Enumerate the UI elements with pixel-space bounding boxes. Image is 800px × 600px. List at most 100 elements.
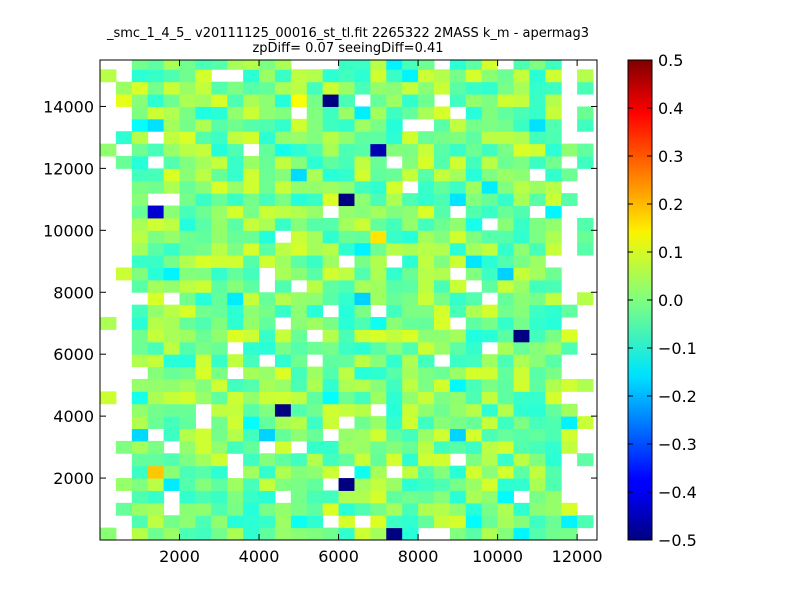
heatmap-cell [306, 180, 324, 194]
heatmap-cell [131, 428, 149, 442]
heatmap-cell [290, 329, 308, 343]
heatmap-cell [195, 453, 212, 467]
heatmap-cell [100, 69, 117, 83]
heatmap-cell [131, 329, 149, 343]
heatmap-cell [433, 428, 451, 442]
heatmap-cell [306, 440, 324, 454]
heatmap-cell [163, 317, 181, 330]
heatmap-cell [179, 118, 196, 132]
heatmap-cell [481, 366, 499, 380]
heatmap-cell [433, 490, 451, 504]
heatmap-cell [211, 527, 228, 540]
heatmap-cell [211, 267, 228, 281]
heatmap-cell [100, 143, 117, 157]
heatmap-cell [418, 366, 435, 380]
heatmap-cell [211, 106, 228, 120]
heatmap-cell [147, 502, 165, 516]
heatmap-cell [290, 515, 308, 529]
heatmap-cell [131, 317, 149, 330]
heatmap-cell [370, 156, 387, 169]
heatmap-cell [354, 317, 371, 330]
heatmap-cell [465, 180, 483, 194]
heatmap-cell [227, 490, 244, 504]
heatmap-cell [211, 478, 228, 491]
heatmap-cell [147, 341, 165, 355]
heatmap-cell [354, 453, 371, 467]
heatmap-cell [449, 304, 467, 318]
heatmap-cell [545, 378, 562, 392]
heatmap-cell [370, 453, 387, 467]
heatmap-cell [259, 366, 276, 380]
heatmap-cell [545, 180, 562, 194]
heatmap-cell [529, 60, 546, 70]
heatmap-cell [115, 131, 133, 145]
x-tick-label: 12000 [552, 547, 603, 566]
heatmap-cell [386, 403, 403, 417]
heatmap-cell [243, 156, 260, 169]
heatmap-cell [227, 279, 244, 293]
heatmap-cell [211, 502, 228, 516]
heatmap-cell [163, 279, 181, 293]
heatmap-cell [227, 118, 244, 132]
heatmap-cell [322, 156, 340, 169]
heatmap-cell [290, 217, 308, 231]
heatmap-cell [179, 416, 196, 430]
heatmap-cell [370, 341, 387, 355]
heatmap-cell [370, 366, 387, 380]
heatmap-cell [306, 230, 324, 244]
heatmap-cell [354, 391, 371, 405]
heatmap-cell [481, 354, 499, 368]
heatmap-cell [306, 217, 324, 231]
heatmap-cell [195, 168, 212, 182]
heatmap-cell [354, 242, 371, 256]
heatmap-cell [577, 242, 594, 256]
heatmap-cell [163, 143, 181, 157]
heatmap-cell [259, 193, 276, 207]
heatmap-cell [259, 490, 276, 504]
heatmap-cell [179, 205, 196, 219]
heatmap-cell [370, 217, 387, 231]
heatmap-cell [322, 317, 340, 330]
heatmap-cell [131, 193, 149, 207]
heatmap-cell [259, 465, 276, 479]
heatmap-cell [115, 478, 133, 491]
heatmap-cell [354, 81, 371, 95]
heatmap-cell [227, 193, 244, 207]
heatmap-cell [322, 416, 340, 430]
heatmap-cell [529, 329, 546, 343]
heatmap-cell [243, 304, 260, 318]
heatmap-cell [195, 366, 212, 380]
heatmap-cell [481, 329, 499, 343]
heatmap-cell [100, 527, 117, 540]
heatmap-cell [195, 81, 212, 95]
heatmap-cell [163, 255, 181, 268]
heatmap-cell [147, 180, 165, 194]
heatmap-cell [306, 205, 324, 219]
heatmap-cell [274, 60, 292, 70]
heatmap-cell [577, 378, 594, 392]
heatmap-cell [306, 143, 324, 157]
heatmap-cell [465, 440, 483, 454]
heatmap-cell [306, 292, 324, 306]
heatmap-cell [433, 106, 451, 120]
heatmap-cell [465, 230, 483, 244]
heatmap-cell [418, 267, 435, 281]
x-tick-label: 10000 [472, 547, 523, 566]
heatmap-cell [338, 317, 355, 330]
heatmap-cell [402, 465, 419, 479]
heatmap-cell [465, 217, 483, 231]
heatmap-cell [131, 527, 149, 540]
x-tick-label: 2000 [159, 547, 200, 566]
heatmap-cell [115, 267, 133, 281]
heatmap-cell [465, 156, 483, 169]
heatmap-cell [354, 341, 371, 355]
heatmap-cell [481, 267, 499, 281]
heatmap-cell [306, 490, 324, 504]
heatmap-cell [561, 502, 578, 516]
heatmap-cell [163, 416, 181, 430]
heatmap-cell [433, 391, 451, 405]
heatmap-cell [195, 515, 212, 529]
heatmap-cell [227, 292, 244, 306]
heatmap-cell [529, 217, 546, 231]
heatmap-cell [179, 490, 196, 504]
